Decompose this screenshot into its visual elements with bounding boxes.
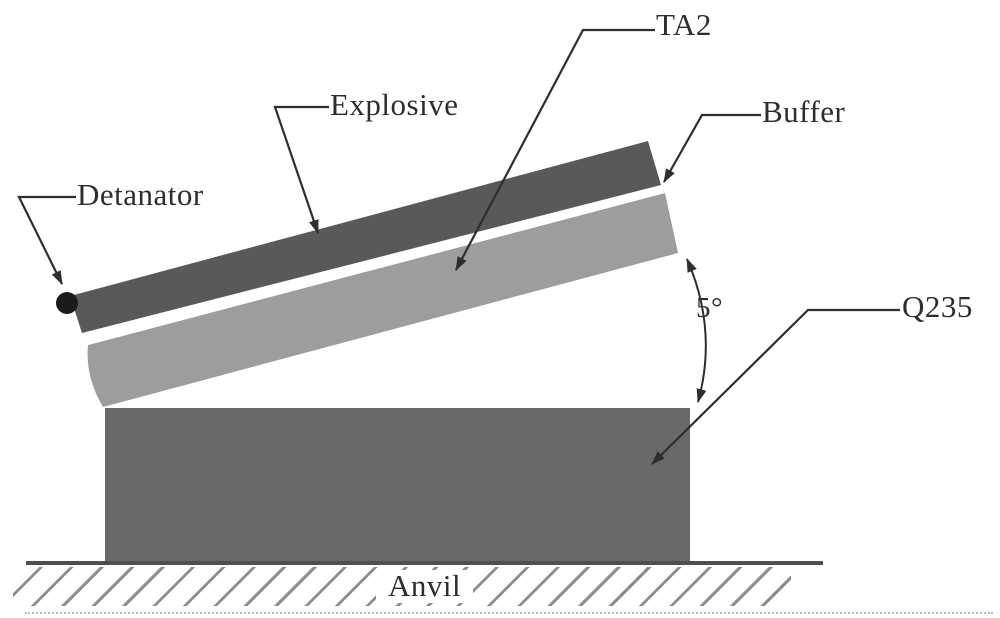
label-anvil: Anvil xyxy=(376,569,474,603)
label-base-plate: Q235 xyxy=(902,289,973,324)
buffer-layer xyxy=(82,185,665,345)
base-plate xyxy=(105,408,690,562)
base-plate-leader-line xyxy=(651,308,900,465)
detonator-dot xyxy=(56,292,78,314)
label-explosive: Explosive xyxy=(330,87,459,122)
explosive-layer xyxy=(70,141,661,333)
bottom-dotted-line xyxy=(25,612,993,614)
label-angle-value: 5° xyxy=(696,292,724,324)
explosive-leader-line xyxy=(273,105,329,234)
label-detonator: Detanator xyxy=(77,177,204,212)
detonator-leader-line xyxy=(17,195,76,285)
buffer-leader-line xyxy=(663,113,761,183)
label-flyer-plate: TA2 xyxy=(656,7,712,42)
flyer-leader-line xyxy=(455,28,655,271)
label-buffer: Buffer xyxy=(762,94,846,129)
flyer-plate xyxy=(87,193,679,407)
angle-arc xyxy=(686,258,707,403)
